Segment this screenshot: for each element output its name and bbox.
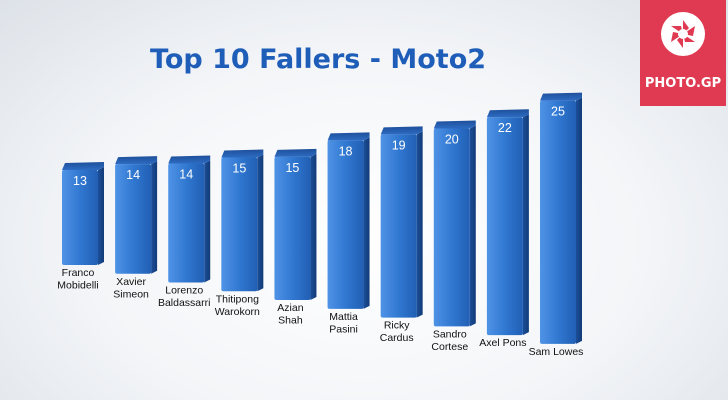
bar-front: [62, 170, 98, 265]
category-label: Xavier Simeon: [113, 276, 149, 301]
camera-aperture-icon: [661, 12, 705, 56]
bar-value-label: 18: [339, 144, 353, 158]
bar-6: 18: [327, 132, 370, 309]
bar-top: [221, 149, 264, 158]
bar-value-label: 20: [445, 132, 459, 146]
bar-side: [151, 161, 158, 274]
bar-value-label: 15: [232, 162, 246, 176]
bar-10: 25: [540, 92, 582, 344]
bar-front: [327, 140, 364, 309]
chart-title: Top 10 Fallers - Moto2: [150, 44, 486, 75]
bar-side: [98, 167, 104, 265]
bar-front: [380, 134, 417, 318]
bar-value-label: 15: [285, 161, 299, 175]
bar-front: [433, 128, 470, 327]
bar-top: [62, 162, 104, 170]
bar-value-label: 14: [126, 168, 140, 182]
category-label: Thitipong Warokorn: [215, 293, 260, 318]
bar-top: [115, 156, 158, 165]
category-label: Ricky Cardus: [380, 320, 414, 345]
bar-top: [433, 120, 476, 129]
category-label: Sam Lowes: [529, 346, 584, 358]
bar-9: 22: [486, 109, 529, 336]
bar-side: [416, 131, 423, 318]
bar-side: [469, 125, 476, 327]
bar-front: [115, 164, 152, 274]
category-label: Sandro Cortese: [431, 328, 468, 353]
bar-4: 15: [221, 149, 264, 292]
bar-top: [168, 155, 211, 164]
category-label: Franco Mobidelli: [57, 267, 98, 292]
photo-gp-logo: PHOTO.GP: [640, 0, 726, 106]
bar-front: [221, 157, 258, 292]
bar-top: [274, 148, 317, 157]
bar-value-label: 13: [73, 174, 87, 188]
bars-layer: 13 Franco Mobidelli 14 Xavier Simeon 14 Lorenzo…: [57, 92, 584, 358]
bar-front: [274, 156, 311, 301]
bar-value-label: 22: [498, 121, 512, 135]
bar-8: 20: [433, 120, 476, 327]
category-label: Axel Pons: [479, 337, 526, 349]
bar-side: [204, 160, 211, 283]
logo-text: PHOTO.GP: [644, 76, 722, 91]
bar-top: [327, 132, 370, 141]
category-label: Mattia Pasini: [329, 311, 358, 336]
bar-2: 14: [115, 156, 158, 274]
bar-top: [486, 109, 529, 118]
bar-value-label: 14: [179, 167, 193, 181]
bar-side: [257, 154, 264, 292]
bar-top: [380, 126, 423, 135]
bar-front: [486, 117, 523, 336]
category-label: Azian Shah: [277, 302, 303, 327]
bar-top: [540, 92, 582, 101]
bar-7: 19: [380, 126, 423, 318]
bar-value-label: 25: [551, 105, 565, 119]
bar-side: [522, 114, 529, 336]
bar-5: 15: [274, 148, 317, 301]
bar-side: [363, 137, 370, 309]
bar-front: [540, 100, 576, 344]
bar-value-label: 19: [392, 138, 406, 152]
bar-side: [310, 153, 317, 301]
bar-3: 14: [168, 155, 211, 283]
bar-front: [168, 163, 205, 283]
bar-side: [576, 97, 582, 344]
category-label: Lorenzo Baldassarri: [158, 285, 211, 310]
bar-1: 13: [62, 162, 104, 265]
